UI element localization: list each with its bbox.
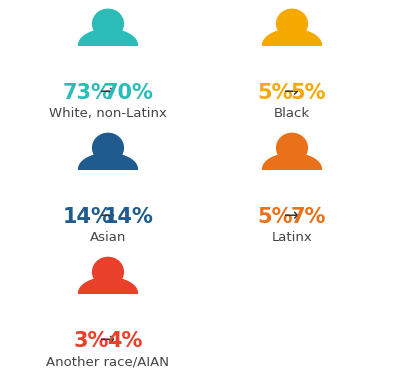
- Text: 14%: 14%: [103, 207, 153, 227]
- Polygon shape: [79, 277, 138, 293]
- Text: →: →: [100, 331, 116, 349]
- Text: →: →: [284, 83, 300, 101]
- Text: Another race/AIAN: Another race/AIAN: [46, 355, 170, 368]
- Text: Latinx: Latinx: [272, 231, 312, 244]
- Text: Asian: Asian: [90, 231, 126, 244]
- Text: 5%: 5%: [258, 207, 293, 227]
- Text: Black: Black: [274, 107, 310, 120]
- Circle shape: [277, 9, 307, 38]
- Text: →: →: [100, 207, 116, 225]
- Circle shape: [92, 9, 123, 38]
- Text: →: →: [100, 83, 116, 101]
- Text: 7%: 7%: [291, 207, 326, 227]
- Polygon shape: [79, 29, 138, 45]
- Text: 70%: 70%: [103, 83, 153, 103]
- Text: White, non-Latinx: White, non-Latinx: [49, 107, 167, 120]
- Circle shape: [277, 133, 307, 162]
- Circle shape: [92, 258, 123, 287]
- Text: 3%: 3%: [74, 331, 109, 351]
- Polygon shape: [262, 153, 322, 169]
- Text: 14%: 14%: [63, 207, 113, 227]
- Text: →: →: [284, 207, 300, 225]
- Polygon shape: [79, 153, 138, 169]
- Polygon shape: [262, 29, 322, 45]
- Text: 73%: 73%: [63, 83, 113, 103]
- Text: 5%: 5%: [258, 83, 293, 103]
- Text: 5%: 5%: [291, 83, 326, 103]
- Text: 4%: 4%: [107, 331, 142, 351]
- Circle shape: [92, 133, 123, 162]
